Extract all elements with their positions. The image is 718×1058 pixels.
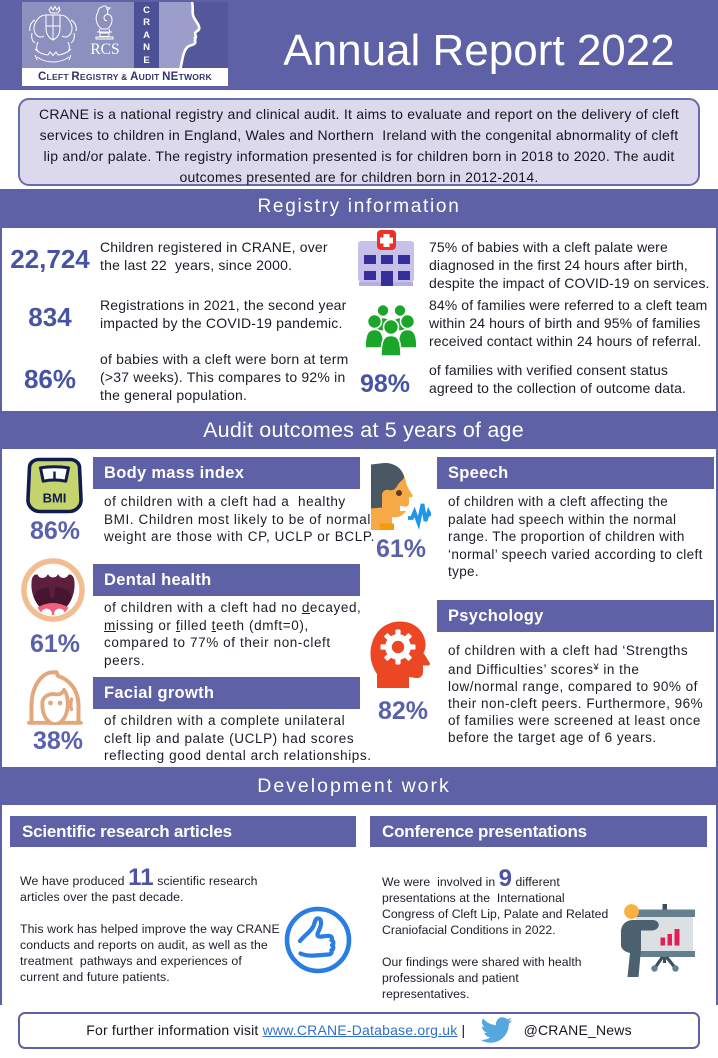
svg-text:RCS: RCS <box>90 41 119 58</box>
svg-text:BMI: BMI <box>43 491 67 506</box>
